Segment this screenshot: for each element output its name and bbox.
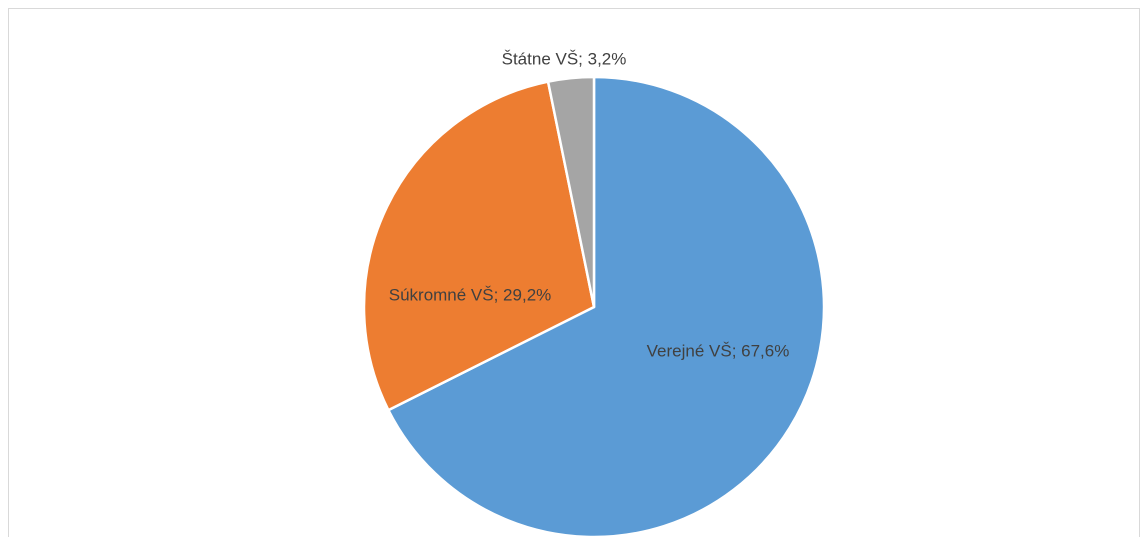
pie xyxy=(362,75,826,537)
data-labels: Verejné VŠ; 67,6% Súkromné VŠ; 29,2% Štátn… xyxy=(389,49,790,360)
pie-slice xyxy=(362,80,596,412)
data-label: Verejné VŠ; 67,6% xyxy=(647,341,790,360)
data-label: Štátne VŠ; 3,2% xyxy=(502,49,627,68)
pie-slice xyxy=(546,75,596,309)
data-label: Súkromné VŠ; 29,2% xyxy=(389,285,552,304)
pie-slice xyxy=(387,75,826,537)
